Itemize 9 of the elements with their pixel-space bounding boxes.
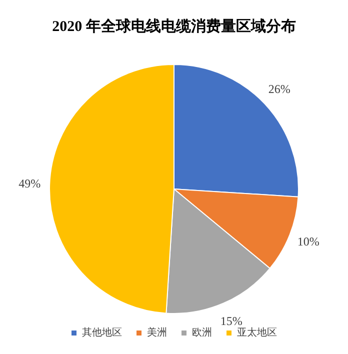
data-label: 26% xyxy=(268,82,290,96)
legend-label: 欧洲 xyxy=(192,326,212,339)
legend-label: 亚太地区 xyxy=(237,326,277,339)
legend-label: 其他地区 xyxy=(82,326,122,339)
legend-label: 美洲 xyxy=(147,326,167,339)
data-label: 49% xyxy=(18,176,41,191)
chart-title: 2020 年全球电线电缆消费量区域分布 xyxy=(52,18,296,35)
data-label: 15% xyxy=(220,314,242,328)
data-label: 10% xyxy=(297,234,320,248)
